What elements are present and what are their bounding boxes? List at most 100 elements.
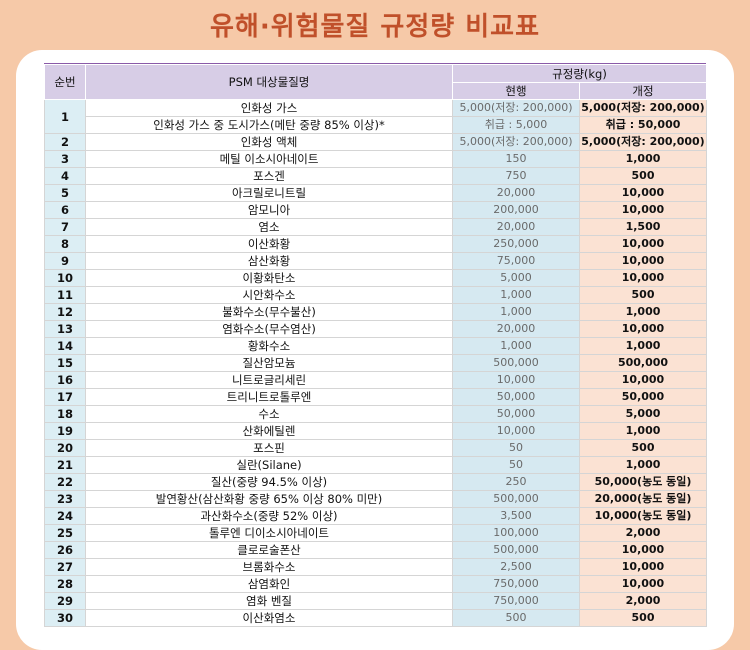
current-quantity: 20,000 <box>452 320 580 338</box>
table-row: 11 시안화수소 1,000 500 <box>44 286 707 304</box>
revised-quantity: 10,000 <box>579 235 707 253</box>
table-row: 18 수소 50,000 5,000 <box>44 405 707 423</box>
table-row: 6 암모니아 200,000 10,000 <box>44 201 707 219</box>
current-quantity: 취급 : 5,000 <box>452 116 580 134</box>
substance-name: 포스핀 <box>85 439 453 457</box>
row-number: 15 <box>44 354 86 372</box>
revised-quantity: 1,000 <box>579 337 707 355</box>
current-quantity: 75,000 <box>452 252 580 270</box>
substance-name: 수소 <box>85 405 453 423</box>
row-number: 5 <box>44 184 86 202</box>
substance-name: 인화성 가스 중 도시가스(메탄 중량 85% 이상)* <box>85 116 453 134</box>
table-row: 10 이황화탄소 5,000 10,000 <box>44 269 707 287</box>
revised-quantity: 10,000 <box>579 184 707 202</box>
row-number: 24 <box>44 507 86 525</box>
revised-quantity: 500,000 <box>579 354 707 372</box>
table-row: 7 염소 20,000 1,500 <box>44 218 707 236</box>
substance-name: 브롬화수소 <box>85 558 453 576</box>
table-row: 12 불화수소(무수불산) 1,000 1,000 <box>44 303 707 321</box>
row-number: 8 <box>44 235 86 253</box>
current-quantity: 750,000 <box>452 592 580 610</box>
table-row: 14 황화수소 1,000 1,000 <box>44 337 707 355</box>
table-row: 20 포스핀 50 500 <box>44 439 707 457</box>
row-number: 6 <box>44 201 86 219</box>
table-row: 23 발연황산(삼산화황 중량 65% 이상 80% 미만) 500,000 20,0… <box>44 490 707 508</box>
row-number: 2 <box>44 133 86 151</box>
substance-name: 산화에틸렌 <box>85 422 453 440</box>
row-number: 30 <box>44 609 86 627</box>
revised-quantity: 10,000 <box>579 201 707 219</box>
row-number: 4 <box>44 167 86 185</box>
row-number: 23 <box>44 490 86 508</box>
row-number: 13 <box>44 320 86 338</box>
current-quantity: 1,000 <box>452 337 580 355</box>
row-number: 3 <box>44 150 86 168</box>
revised-quantity: 5,000(저장: 200,000) <box>579 133 707 151</box>
substance-name: 톨루엔 디이소시아네이트 <box>85 524 453 542</box>
substance-name: 염화수소(무수염산) <box>85 320 453 338</box>
header-current: 현행 <box>452 82 580 100</box>
current-quantity: 50,000 <box>452 405 580 423</box>
table-row: 인화성 가스 중 도시가스(메탄 중량 85% 이상)* 취급 : 5,000 취급… <box>45 116 707 134</box>
current-quantity: 5,000(저장: 200,000) <box>452 99 580 117</box>
substance-name: 이황화탄소 <box>85 269 453 287</box>
table-row: 30 이산화염소 500 500 <box>44 609 707 627</box>
substance-name: 과산화수소(중량 52% 이상) <box>85 507 453 525</box>
revised-quantity: 500 <box>579 609 707 627</box>
revised-quantity: 10,000 <box>579 541 707 559</box>
substance-name: 염소 <box>85 218 453 236</box>
table-row: 26 클로로술폰산 500,000 10,000 <box>44 541 707 559</box>
revised-quantity: 50,000 <box>579 388 707 406</box>
table-row: 21 실란(Silane) 50 1,000 <box>44 456 707 474</box>
revised-quantity: 500 <box>579 167 707 185</box>
table-row: 24 과산화수소(중량 52% 이상) 3,500 10,000(농도 동일) <box>44 507 707 525</box>
row-number: 16 <box>44 371 86 389</box>
revised-quantity: 1,000 <box>579 150 707 168</box>
row-number: 27 <box>44 558 86 576</box>
current-quantity: 50,000 <box>452 388 580 406</box>
current-quantity: 5,000(저장: 200,000) <box>452 133 580 151</box>
substance-name: 이산화황 <box>85 235 453 253</box>
substance-name: 삼염화인 <box>85 575 453 593</box>
substance-name: 이산화염소 <box>85 609 453 627</box>
revised-quantity: 10,000(농도 동일) <box>579 507 707 525</box>
current-quantity: 10,000 <box>452 422 580 440</box>
current-quantity: 500,000 <box>452 354 580 372</box>
header-substance-name: PSM 대상물질명 <box>85 64 453 100</box>
row-number: 1 <box>44 99 86 134</box>
table-row: 1 인화성 가스 5,000(저장: 200,000) 5,000(저장: 200,0… <box>44 99 707 134</box>
row-number: 20 <box>44 439 86 457</box>
revised-quantity: 10,000 <box>579 252 707 270</box>
revised-quantity: 1,000 <box>579 422 707 440</box>
table-row: 17 트리니트로톨루엔 50,000 50,000 <box>44 388 707 406</box>
row-number: 21 <box>44 456 86 474</box>
current-quantity: 20,000 <box>452 184 580 202</box>
current-quantity: 250 <box>452 473 580 491</box>
row-number: 19 <box>44 422 86 440</box>
current-quantity: 100,000 <box>452 524 580 542</box>
header-no: 순번 <box>44 64 86 100</box>
revised-quantity: 10,000 <box>579 371 707 389</box>
row-number: 26 <box>44 541 86 559</box>
substance-name: 아크릴로니트릴 <box>85 184 453 202</box>
current-quantity: 1,000 <box>452 303 580 321</box>
current-quantity: 3,500 <box>452 507 580 525</box>
row-number: 18 <box>44 405 86 423</box>
table-row: 16 니트로글리세린 10,000 10,000 <box>44 371 707 389</box>
table-row: 4 포스겐 750 500 <box>44 167 707 185</box>
substance-name: 염화 벤질 <box>85 592 453 610</box>
table-row: 25 톨루엔 디이소시아네이트 100,000 2,000 <box>44 524 707 542</box>
revised-quantity: 50,000(농도 동일) <box>579 473 707 491</box>
revised-quantity: 10,000 <box>579 269 707 287</box>
table-row: 8 이산화황 250,000 10,000 <box>44 235 707 253</box>
current-quantity: 50 <box>452 456 580 474</box>
table-row: 13 염화수소(무수염산) 20,000 10,000 <box>44 320 707 338</box>
table-row: 3 메틸 이소시아네이트 150 1,000 <box>44 150 707 168</box>
current-quantity: 5,000 <box>452 269 580 287</box>
table-row: 29 염화 벤질 750,000 2,000 <box>44 592 707 610</box>
current-quantity: 1,000 <box>452 286 580 304</box>
revised-quantity: 5,000 <box>579 405 707 423</box>
row-number: 11 <box>44 286 86 304</box>
substance-name: 트리니트로톨루엔 <box>85 388 453 406</box>
revised-quantity: 10,000 <box>579 558 707 576</box>
